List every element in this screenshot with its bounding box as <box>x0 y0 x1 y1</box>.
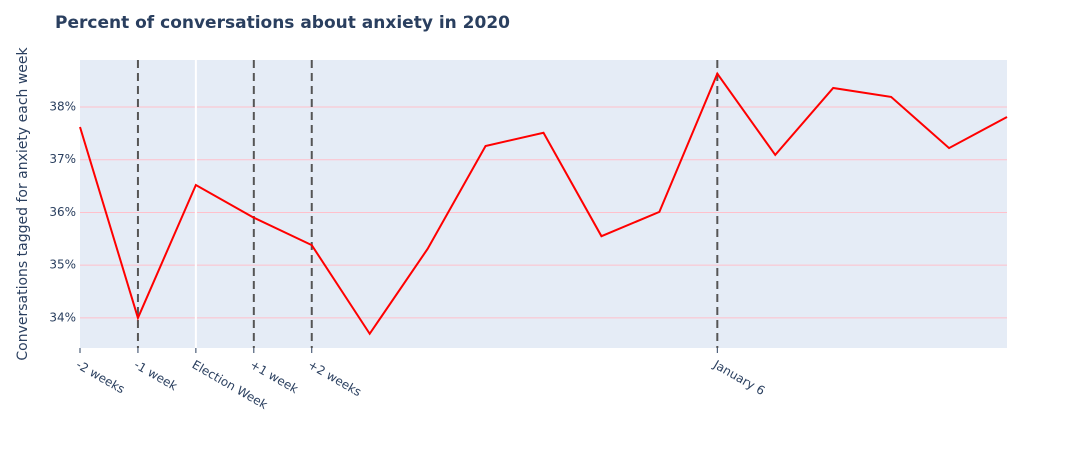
x-tick-label: January 6 <box>710 357 767 398</box>
x-tick-label: -2 weeks <box>74 358 127 397</box>
x-tick-label: +2 weeks <box>306 358 364 400</box>
y-tick-label: 37% <box>49 152 76 166</box>
x-tick-label: -1 week <box>132 358 180 394</box>
y-axis-label: Conversations tagged for anxiety each we… <box>15 46 31 360</box>
y-tick-label: 36% <box>49 205 76 219</box>
chart-title: Percent of conversations about anxiety i… <box>55 13 510 33</box>
data-line <box>79 71 1008 336</box>
y-tick-label: 34% <box>49 310 76 324</box>
y-tick-label: 35% <box>49 258 76 272</box>
y-tick-label: 38% <box>49 99 76 113</box>
plot-area <box>80 60 1007 348</box>
